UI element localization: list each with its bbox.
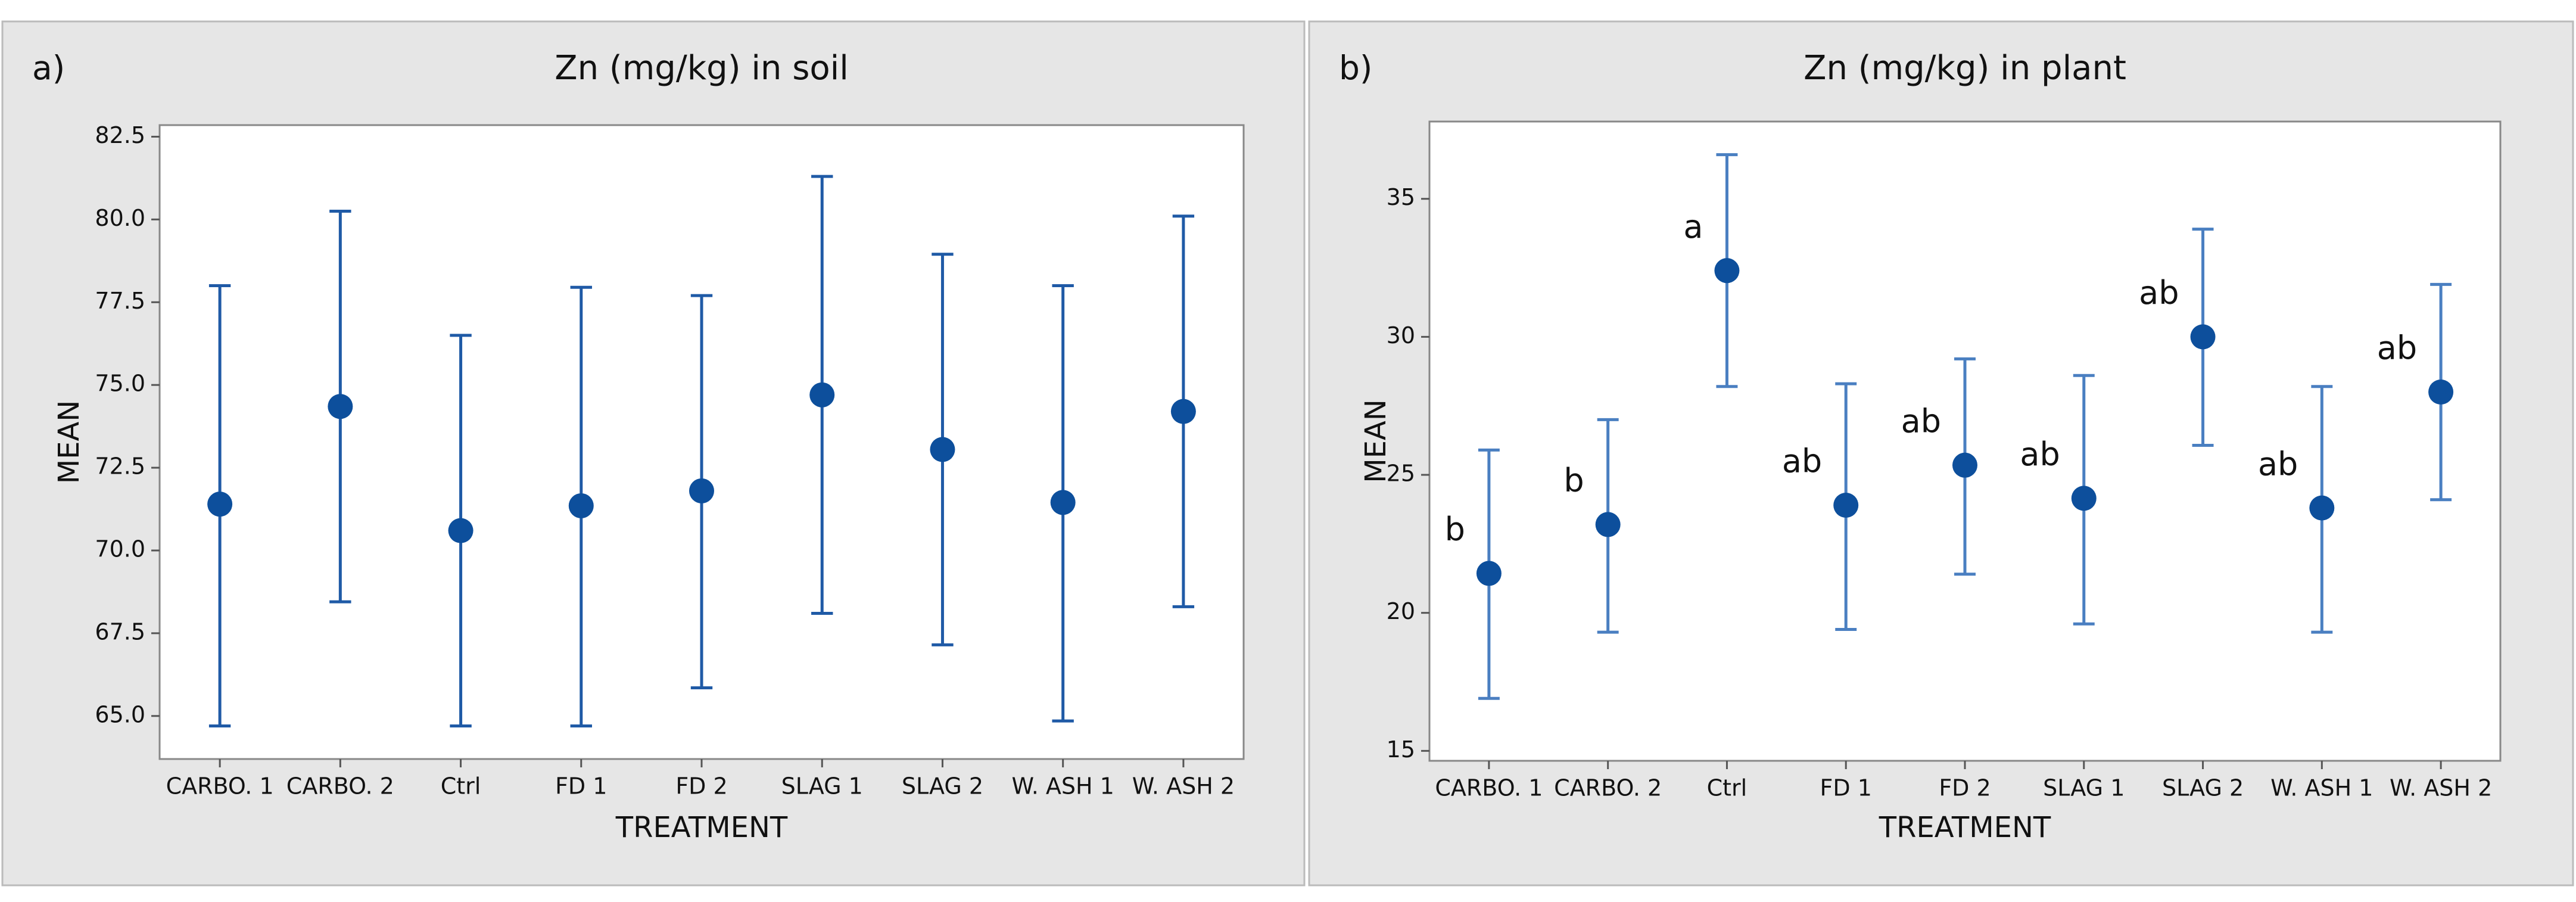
- x-tick-label: CARBO. 1: [1435, 775, 1543, 801]
- y-tick-label: 15: [1387, 736, 1415, 763]
- panel-label: b): [1339, 49, 1372, 87]
- x-tick-label: SLAG 1: [781, 773, 863, 800]
- y-tick-label: 75.0: [95, 371, 145, 397]
- group-letter: b: [1445, 511, 1465, 548]
- y-tick-label: 77.5: [95, 288, 145, 314]
- group-letter: ab: [2139, 274, 2179, 312]
- mean-marker: [1714, 258, 1740, 284]
- x-tick-label: CARBO. 2: [1554, 775, 1662, 801]
- group-letter: ab: [1782, 443, 1822, 480]
- y-tick-label: 67.5: [95, 618, 145, 645]
- mean-marker: [2071, 486, 2097, 511]
- x-tick-label: W. ASH 2: [2390, 775, 2492, 801]
- group-letter: a: [1683, 208, 1703, 245]
- y-tick-label: 65.0: [95, 701, 145, 727]
- y-axis-label: MEAN: [52, 400, 86, 484]
- mean-marker: [2309, 495, 2335, 521]
- x-tick-label: W. ASH 2: [1132, 773, 1235, 800]
- mean-marker: [1170, 399, 1196, 424]
- x-tick-label: SLAG 2: [2162, 775, 2244, 801]
- x-axis-label: TREATMENT: [615, 811, 788, 844]
- mean-marker: [207, 492, 233, 517]
- y-tick-label: 20: [1387, 598, 1415, 624]
- group-letter: ab: [2258, 445, 2298, 483]
- x-tick-label: CARBO. 1: [166, 773, 274, 800]
- x-tick-label: FD 2: [1939, 775, 1991, 801]
- chart-title: Zn (mg/kg) in soil: [555, 49, 849, 88]
- mean-marker: [1833, 492, 1859, 518]
- x-tick-label: FD 2: [675, 773, 727, 800]
- y-tick-label: 70.0: [95, 536, 145, 562]
- group-letter: ab: [2020, 436, 2060, 473]
- panel-label: a): [32, 49, 65, 87]
- x-tick-label: Ctrl: [441, 773, 481, 800]
- mean-marker: [1476, 561, 1502, 586]
- mean-marker: [1050, 490, 1076, 515]
- mean-marker: [568, 493, 594, 518]
- y-tick-label: 25: [1387, 461, 1415, 487]
- y-tick-label: 35: [1387, 184, 1415, 210]
- mean-marker: [689, 478, 714, 503]
- x-tick-label: SLAG 2: [902, 773, 983, 800]
- mean-marker: [1595, 512, 1621, 537]
- mean-marker: [2190, 324, 2216, 350]
- mean-marker: [448, 518, 474, 543]
- mean-marker: [2428, 380, 2454, 405]
- group-letter: b: [1563, 462, 1584, 499]
- x-tick-label: FD 1: [555, 773, 607, 800]
- y-tick-label: 80.0: [95, 205, 145, 231]
- mean-marker: [930, 437, 955, 462]
- x-tick-label: W. ASH 1: [2270, 775, 2373, 801]
- x-tick-label: SLAG 1: [2043, 775, 2125, 801]
- x-tick-label: CARBO. 2: [286, 773, 394, 800]
- mean-marker: [1952, 452, 1977, 478]
- x-axis-label: TREATMENT: [1879, 811, 2051, 844]
- y-tick-label: 30: [1387, 322, 1415, 349]
- y-axis-label: MEAN: [1359, 399, 1393, 483]
- mean-marker: [809, 382, 835, 408]
- x-tick-label: Ctrl: [1707, 775, 1748, 801]
- y-tick-label: 72.5: [95, 453, 145, 480]
- y-tick-label: 82.5: [95, 122, 145, 148]
- x-tick-label: W. ASH 1: [1012, 773, 1114, 800]
- x-tick-label: FD 1: [1820, 775, 1872, 801]
- chart-title: Zn (mg/kg) in plant: [1803, 49, 2126, 88]
- group-letter: ab: [2377, 329, 2417, 367]
- mean-marker: [328, 394, 353, 419]
- group-letter: ab: [1901, 402, 1941, 440]
